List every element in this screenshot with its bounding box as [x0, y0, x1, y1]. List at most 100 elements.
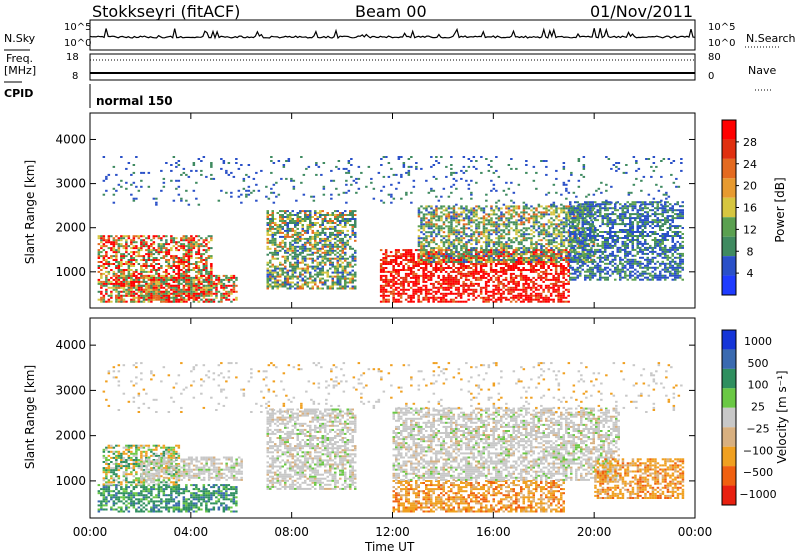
power-cell [331, 251, 334, 254]
power-cell [462, 274, 465, 277]
power-cell [132, 278, 136, 281]
power-cell [507, 217, 511, 220]
power-cell [565, 261, 568, 263]
power-cell [577, 255, 581, 258]
power-cell [577, 251, 581, 254]
power-cell [387, 290, 390, 293]
power-cell [281, 263, 284, 266]
power-cell [504, 278, 508, 281]
power-cell [552, 205, 556, 208]
power-cell [266, 218, 269, 220]
power-cell [570, 209, 573, 212]
power-cell [336, 229, 339, 232]
power-cell [479, 263, 483, 265]
power-cell [445, 241, 448, 244]
power-cell [150, 269, 153, 271]
power-cell [464, 267, 468, 269]
power-cell [130, 259, 133, 261]
power-cell [512, 290, 515, 293]
power-cell [532, 270, 535, 273]
power-cell [472, 239, 476, 242]
power-cell [336, 259, 339, 262]
power-cell [565, 255, 568, 258]
power-cell [147, 282, 151, 285]
power-cell [197, 292, 201, 295]
power-cell [542, 288, 545, 291]
power-cell [100, 280, 103, 283]
power-cell [414, 261, 418, 263]
power-cell [220, 292, 223, 295]
power-cell [334, 283, 337, 286]
power-cell [404, 251, 408, 254]
power-cell [474, 288, 478, 291]
power-cell [162, 290, 166, 293]
power-cell [331, 271, 334, 274]
power-cell [559, 272, 563, 275]
power-cell [440, 225, 443, 228]
power-cell [384, 276, 388, 279]
power-cell [450, 245, 453, 248]
power-cell [579, 252, 582, 255]
power-cell [341, 247, 344, 250]
power-cell [397, 249, 400, 252]
power-cell [269, 239, 272, 242]
power-cell [485, 213, 488, 216]
power-cell [434, 290, 438, 293]
power-cell [336, 271, 339, 274]
power-cell [296, 220, 299, 222]
power-cell [120, 235, 123, 238]
power-cell [177, 272, 181, 275]
power-cell [182, 274, 186, 277]
power-cell [422, 267, 425, 269]
power-cell [269, 229, 272, 232]
power-cell [157, 235, 161, 238]
power-cell [419, 259, 423, 261]
power-cell [102, 243, 106, 246]
power-cell [464, 278, 468, 281]
power-cell [522, 284, 525, 287]
power-cell [452, 269, 455, 271]
power-cell [512, 263, 515, 265]
power-cell [304, 243, 307, 246]
power-cell [435, 223, 438, 226]
power-cell [331, 285, 334, 288]
power-cell [279, 243, 282, 246]
power-cell [120, 261, 123, 263]
power-cell [150, 265, 153, 267]
power-cell [172, 286, 176, 289]
power-cell [550, 255, 553, 258]
power-cell [407, 284, 410, 287]
power-cell [489, 270, 493, 273]
power-cell [132, 286, 136, 289]
power-cell [447, 217, 451, 220]
power-cell [414, 284, 418, 287]
power-cell [542, 276, 545, 279]
power-cell [125, 263, 128, 265]
power-cell [309, 273, 312, 276]
power-cell [532, 217, 536, 220]
power-cell [422, 213, 426, 216]
power-cell [495, 253, 498, 256]
power-cell [557, 290, 560, 293]
power-cell [190, 269, 193, 271]
power-cell [527, 269, 530, 271]
power-cell [177, 249, 181, 252]
power-cell [230, 278, 233, 281]
power-cell [107, 282, 111, 285]
power-cell [500, 237, 503, 240]
power-cell [162, 274, 166, 277]
power-cell [444, 300, 448, 303]
power-cell [140, 270, 143, 273]
power-cell [177, 286, 181, 289]
power-cell [505, 255, 508, 258]
power-cell [435, 207, 438, 210]
power-cell [202, 249, 206, 252]
power-cell [525, 207, 528, 210]
power-cell [339, 253, 342, 256]
power-cell [492, 221, 496, 224]
power-cell [509, 286, 513, 289]
power-cell [585, 205, 588, 208]
power-cell [382, 286, 385, 289]
power-cell [387, 255, 390, 258]
power-cell [485, 251, 488, 254]
